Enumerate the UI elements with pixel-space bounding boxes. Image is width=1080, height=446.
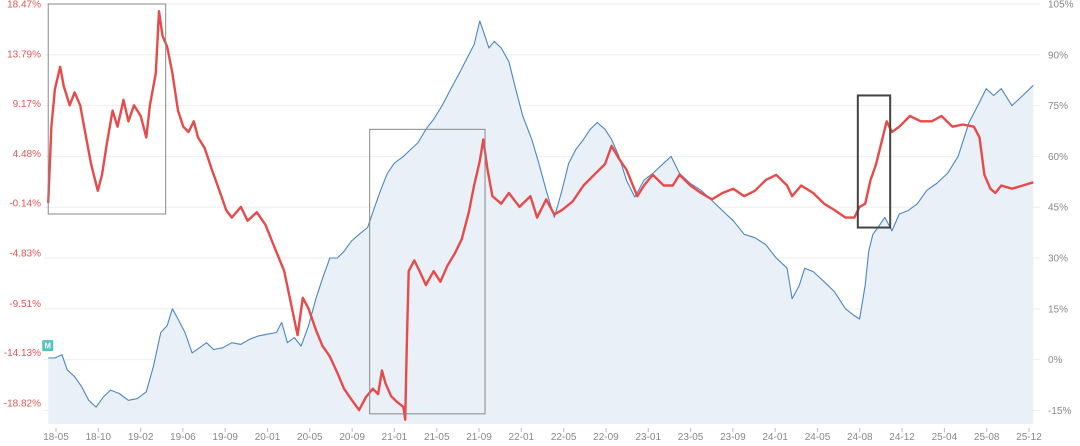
left-axis-tick-label: 18.47% — [7, 0, 41, 11]
highlight-box — [369, 128, 486, 415]
right-axis-tick-label: 45% — [1048, 203, 1068, 214]
x-axis-tick-label: 20-09 — [339, 432, 365, 443]
x-axis-tick-label: 23-05 — [678, 432, 704, 443]
x-axis-tick-label: 20-01 — [255, 432, 281, 443]
right-axis-tick-label: -15% — [1048, 406, 1071, 417]
right-axis-tick-label: 15% — [1048, 304, 1068, 315]
x-axis-tick-label: 23-01 — [635, 432, 661, 443]
left-axis-tick-label: 4.48% — [13, 149, 41, 160]
left-axis-tick-label: -14.13% — [4, 348, 41, 359]
right-axis-tick-label: 105% — [1048, 0, 1074, 11]
x-axis-tick-label: 25-12 — [1016, 432, 1042, 443]
x-axis-tick-label: 19-09 — [212, 432, 238, 443]
x-axis-tick-label: 22-05 — [551, 432, 577, 443]
left-axis: 18.47% 13.79% 9.17% 4.48% -0.14% -4.83% -9.51%… — [4, 0, 41, 409]
right-axis-tick-label: 90% — [1048, 50, 1068, 61]
series-line-right-axis — [48, 20, 1034, 408]
series-area-fill — [48, 20, 1034, 425]
highlight-box — [856, 94, 892, 229]
series-line-left-axis — [47, 10, 1034, 421]
x-axis-tick-label: 24-12 — [889, 432, 915, 443]
left-axis-tick-label: 13.79% — [7, 50, 41, 61]
x-axis-tick-label: 19-02 — [128, 432, 154, 443]
x-axis-tick-label: 21-05 — [424, 432, 450, 443]
x-axis-tick-label: 25-04 — [932, 432, 958, 443]
left-axis-tick-label: -18.82% — [4, 398, 41, 409]
x-axis-tick-label: 22-09 — [593, 432, 619, 443]
highlight-box — [47, 3, 167, 215]
event-marker-badge — [42, 340, 54, 352]
right-axis-tick-label: 60% — [1048, 152, 1068, 163]
x-axis-tick-label: 21-01 — [382, 432, 408, 443]
right-axis-tick-label: 75% — [1048, 101, 1068, 112]
x-axis-tick-label: 23-09 — [720, 432, 746, 443]
x-axis-tick-label: 21-09 — [466, 432, 492, 443]
x-axis-tick-label: 20-05 — [297, 432, 323, 443]
x-axis: 18-05 18-10 19-02 19-06 19-09 20-01 20-05 20-09… — [43, 428, 1042, 443]
right-axis-tick-label: 30% — [1048, 254, 1068, 265]
right-axis-tick-label: 0% — [1048, 355, 1063, 366]
x-axis-tick-label: 22-01 — [509, 432, 535, 443]
x-axis-tick-label: 24-05 — [805, 432, 831, 443]
left-axis-tick-label: -0.14% — [9, 199, 41, 210]
left-axis-tick-label: -9.51% — [9, 299, 41, 310]
x-axis-tick-label: 19-06 — [170, 432, 196, 443]
event-marker-label: M — [44, 342, 51, 351]
left-axis-tick-label: -4.83% — [9, 249, 41, 260]
x-axis-tick-label: 25-08 — [974, 432, 1000, 443]
x-axis-tick-label: 24-01 — [762, 432, 788, 443]
x-axis-tick-label: 18-05 — [43, 432, 69, 443]
right-axis: 105% 90% 75% 60% 45% 30% 15% 0% -15% — [1048, 0, 1074, 417]
x-axis-tick-label: 24-08 — [847, 432, 873, 443]
event-marker: M — [42, 340, 54, 352]
left-axis-tick-label: 9.17% — [13, 99, 41, 110]
x-axis-tick-label: 18-10 — [86, 432, 112, 443]
